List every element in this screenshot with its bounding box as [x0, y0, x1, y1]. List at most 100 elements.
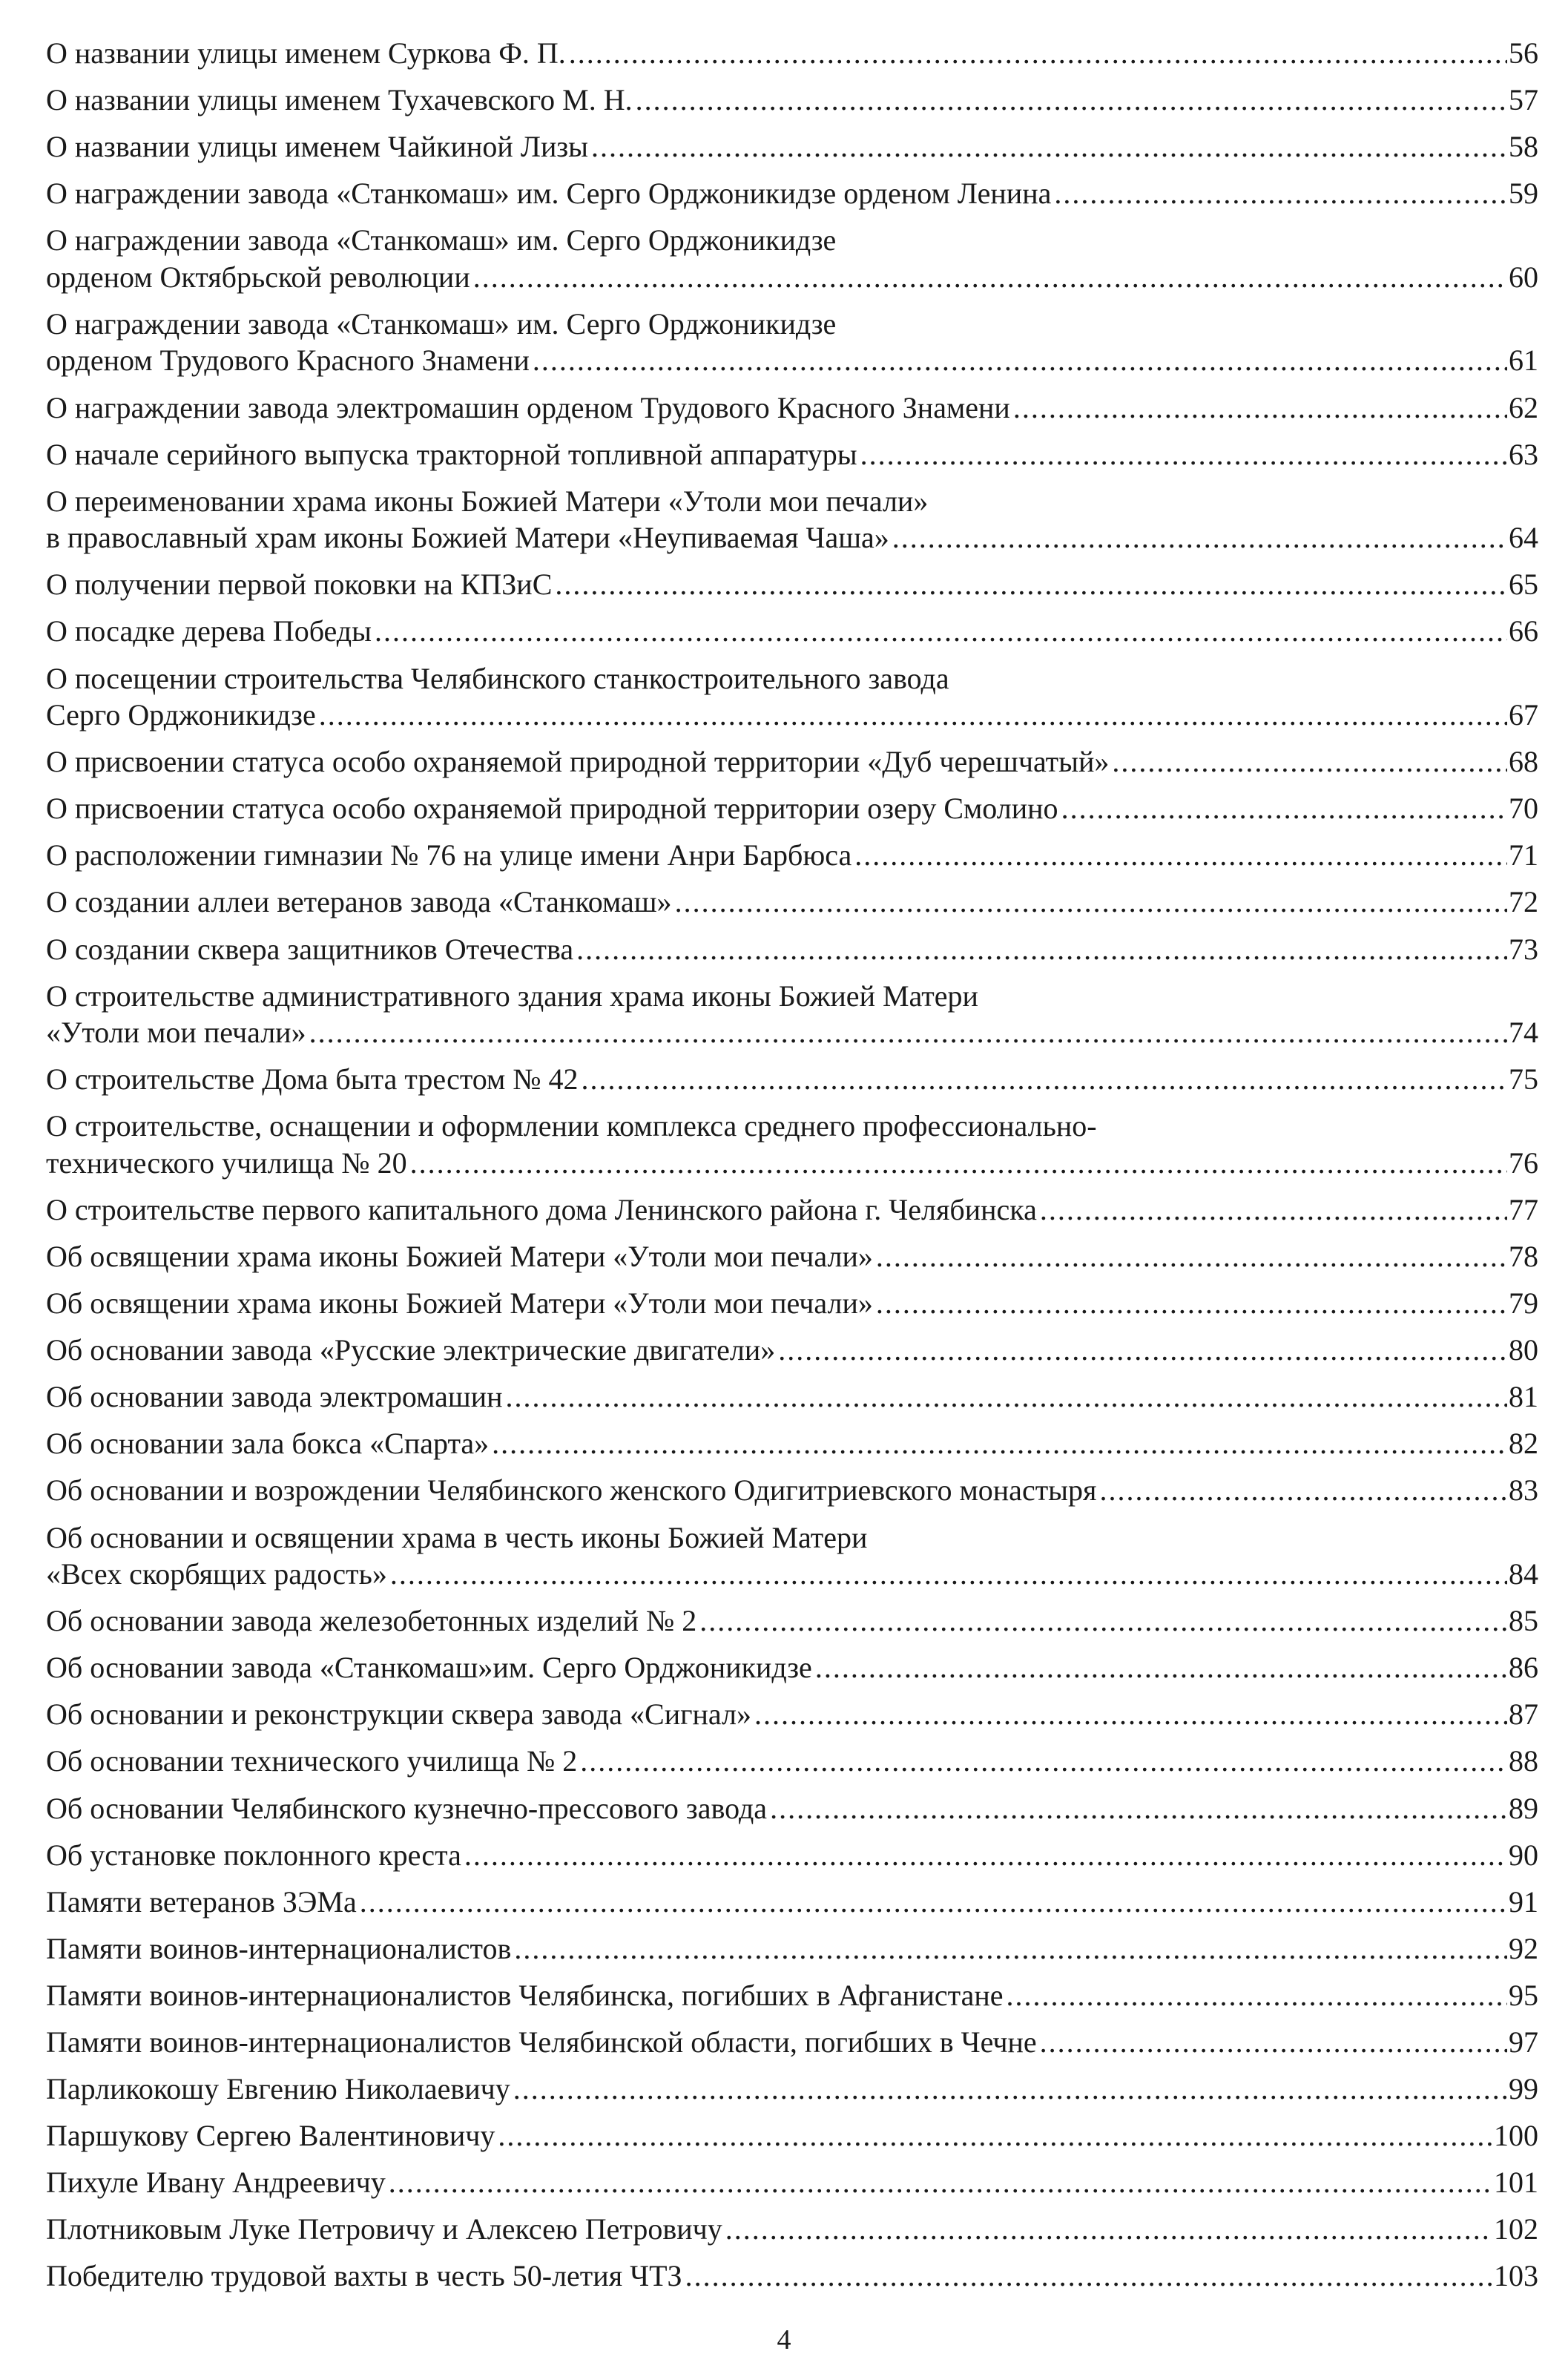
toc-entry-title: орденом Октябрьской революции: [46, 260, 470, 294]
toc-entry-page: 66: [1509, 614, 1538, 648]
toc-entry-title: Об установке поклонного креста: [46, 1838, 461, 1872]
toc-entry-last-line: О создании сквера защитников Отечества 73: [46, 931, 1538, 968]
toc-entry-page: 62: [1509, 390, 1538, 424]
toc-entry-page: 68: [1509, 745, 1538, 779]
page-number: 4: [777, 2324, 791, 2355]
toc-entry: Об основании завода железобетонных издел…: [46, 1602, 1538, 1640]
toc-entry: О награждении завода «Станкомаш» им. Сер…: [46, 175, 1538, 212]
toc-entry-line: О посещении строительства Челябинского с…: [46, 660, 1538, 697]
toc-entry: Об основании Челябинского кузнечно-пресс…: [46, 1790, 1538, 1827]
toc-entry: О строительстве Дома быта трестом № 42 75: [46, 1061, 1538, 1098]
dot-leader: [1040, 2024, 1507, 2061]
toc-entry: О строительстве, оснащении и оформлении …: [46, 1108, 1538, 1181]
toc-entry-page: 84: [1509, 1557, 1538, 1591]
toc-entry-title: Об основании и освящении храма в честь и…: [46, 1520, 868, 1554]
toc-entry-page: 102: [1494, 2212, 1538, 2246]
toc-entry-page: 80: [1509, 1333, 1538, 1367]
toc-entry-last-line: Об установке поклонного креста 90: [46, 1837, 1538, 1874]
toc-entry-page: 61: [1509, 343, 1538, 378]
toc-entry-last-line: орденом Трудового Красного Знамени 61: [46, 342, 1538, 379]
dot-leader: [464, 1837, 1507, 1874]
toc-entry-title: Об освящении храма иконы Божией Матери «…: [46, 1239, 873, 1273]
toc-entry: О названии улицы именем Чайкиной Лизы 58: [46, 128, 1538, 165]
dot-leader: [892, 519, 1507, 556]
dot-leader: [513, 2071, 1507, 2108]
dot-leader: [1007, 1977, 1507, 2014]
toc-entry: О награждении завода электромашин ордено…: [46, 389, 1538, 427]
toc-entry-last-line: Об основании Челябинского кузнечно-пресс…: [46, 1790, 1538, 1827]
toc-entry-last-line: Памяти воинов-интернационалистов 92: [46, 1930, 1538, 1967]
toc-entry-title: О присвоении статуса особо охраняемой пр…: [46, 745, 1110, 779]
toc-entry-last-line: О названии улицы именем Чайкиной Лизы 58: [46, 128, 1538, 165]
toc-entry-title: О присвоении статуса особо охраняемой пр…: [46, 792, 1058, 826]
toc-entry-last-line: орденом Октябрьской революции 60: [46, 259, 1538, 296]
toc-entry-page: 88: [1509, 1744, 1538, 1778]
toc-entry-title: Об основании зала бокса «Спарта»: [46, 1427, 490, 1461]
toc-entry-page: 60: [1509, 260, 1538, 294]
toc-entry-title: О награждении завода «Станкомаш» им. Сер…: [46, 223, 837, 257]
toc-entry-title: О награждении завода «Станкомаш» им. Сер…: [46, 306, 837, 341]
toc-entry-page: 100: [1494, 2119, 1538, 2153]
toc-entry: О присвоении статуса особо охраняемой пр…: [46, 790, 1538, 827]
toc-entry-last-line: О расположении гимназии № 76 на улице им…: [46, 837, 1538, 874]
toc-entry: Памяти ветеранов ЗЭМа 91: [46, 1884, 1538, 1921]
toc-entry-title: Об основании технического училища № 2: [46, 1744, 578, 1778]
toc-entry: О награждении завода «Станкомаш» им. Сер…: [46, 222, 1538, 295]
toc-entry-page: 76: [1509, 1145, 1538, 1180]
dot-leader: [390, 1556, 1507, 1593]
toc-entry-last-line: Плотниковым Луке Петровичу и Алексею Пет…: [46, 2211, 1538, 2248]
toc-entry: О награждении завода «Станкомаш» им. Сер…: [46, 306, 1538, 379]
toc-entry: Паршукову Сергею Валентиновичу 100: [46, 2117, 1538, 2154]
toc-entry-title: Памяти ветеранов ЗЭМа: [46, 1884, 357, 1919]
toc-entry-title: Об основании завода «Станкомаш»им. Серго…: [46, 1651, 812, 1685]
toc-entry-page: 87: [1509, 1697, 1538, 1732]
toc-entry-title: О начале серийного выпуска тракторной то…: [46, 437, 857, 471]
toc-entry: О названии улицы именем Суркова Ф. П. 56: [46, 35, 1538, 72]
toc-entry-title: О строительстве, оснащении и оформлении …: [46, 1109, 1097, 1143]
toc-entry-title: технического училища № 20: [46, 1145, 407, 1180]
toc-entry: Пихуле Ивану Андреевичу 101: [46, 2164, 1538, 2201]
toc-entry-last-line: Победителю трудовой вахты в честь 50-лет…: [46, 2258, 1538, 2295]
toc-entry-page: 63: [1509, 437, 1538, 471]
toc-entry-title: в православный храм иконы Божией Матери …: [46, 521, 889, 555]
toc-entry-line: О награждении завода «Станкомаш» им. Сер…: [46, 222, 1538, 259]
toc-entry-title: О создании аллеи ветеранов завода «Станк…: [46, 885, 672, 919]
dot-leader: [860, 436, 1507, 473]
toc-entry-last-line: в православный храм иконы Божией Матери …: [46, 519, 1538, 556]
dot-leader: [754, 1696, 1507, 1733]
toc-entry: Плотниковым Луке Петровичу и Алексею Пет…: [46, 2211, 1538, 2248]
toc-entry: О посещении строительства Челябинского с…: [46, 660, 1538, 734]
toc-entry: Об основании и возрождении Челябинского …: [46, 1472, 1538, 1509]
toc-entry-last-line: технического училища № 20 76: [46, 1145, 1538, 1182]
toc-entry-last-line: О начале серийного выпуска тракторной то…: [46, 436, 1538, 473]
toc-entry-page: 70: [1509, 792, 1538, 826]
toc-entry-page: 90: [1509, 1838, 1538, 1872]
dot-leader: [580, 1743, 1507, 1780]
toc-entry-last-line: Об основании завода электромашин 81: [46, 1378, 1538, 1416]
toc-entry-last-line: Памяти ветеранов ЗЭМа 91: [46, 1884, 1538, 1921]
toc-entry-title: Об основании завода «Русские электрическ…: [46, 1333, 776, 1367]
toc-entry: Об основании завода электромашин 81: [46, 1378, 1538, 1416]
dot-leader: [360, 1884, 1507, 1921]
toc-entry-title: О строительстве первого капитального дом…: [46, 1192, 1037, 1226]
toc-entry-last-line: Пихуле Ивану Андреевичу 101: [46, 2164, 1538, 2201]
toc-entry-title: Об основании завода железобетонных издел…: [46, 1604, 697, 1638]
toc-entry-last-line: О присвоении статуса особо охраняемой пр…: [46, 743, 1538, 780]
toc-entry-title: О строительстве Дома быта трестом № 42: [46, 1062, 579, 1097]
toc-entry-title: Паршукову Сергею Валентиновичу: [46, 2119, 495, 2153]
toc-entry-title: О названии улицы именем Чайкиной Лизы: [46, 130, 589, 164]
toc-entry: Об основании и освящении храма в честь и…: [46, 1519, 1538, 1593]
toc-entry-title: орденом Трудового Красного Знамени: [46, 343, 530, 378]
toc-entry-page: 89: [1509, 1791, 1538, 1825]
toc-entry-last-line: Серго Орджоникидзе 67: [46, 697, 1538, 734]
dot-leader: [514, 1930, 1507, 1967]
toc-entry-page: 65: [1509, 568, 1538, 602]
dot-leader: [815, 1649, 1507, 1686]
toc-entry-last-line: О строительстве Дома быта трестом № 42 75: [46, 1061, 1538, 1098]
toc-entry-page: 91: [1509, 1884, 1538, 1919]
toc-entry: О строительстве первого капитального дом…: [46, 1191, 1538, 1229]
toc-entry-page: 74: [1509, 1016, 1538, 1050]
toc-entry: О создании аллеи ветеранов завода «Станк…: [46, 884, 1538, 921]
toc-entry-title: О переименовании храма иконы Божией Мате…: [46, 484, 929, 518]
dot-leader: [876, 1285, 1507, 1322]
